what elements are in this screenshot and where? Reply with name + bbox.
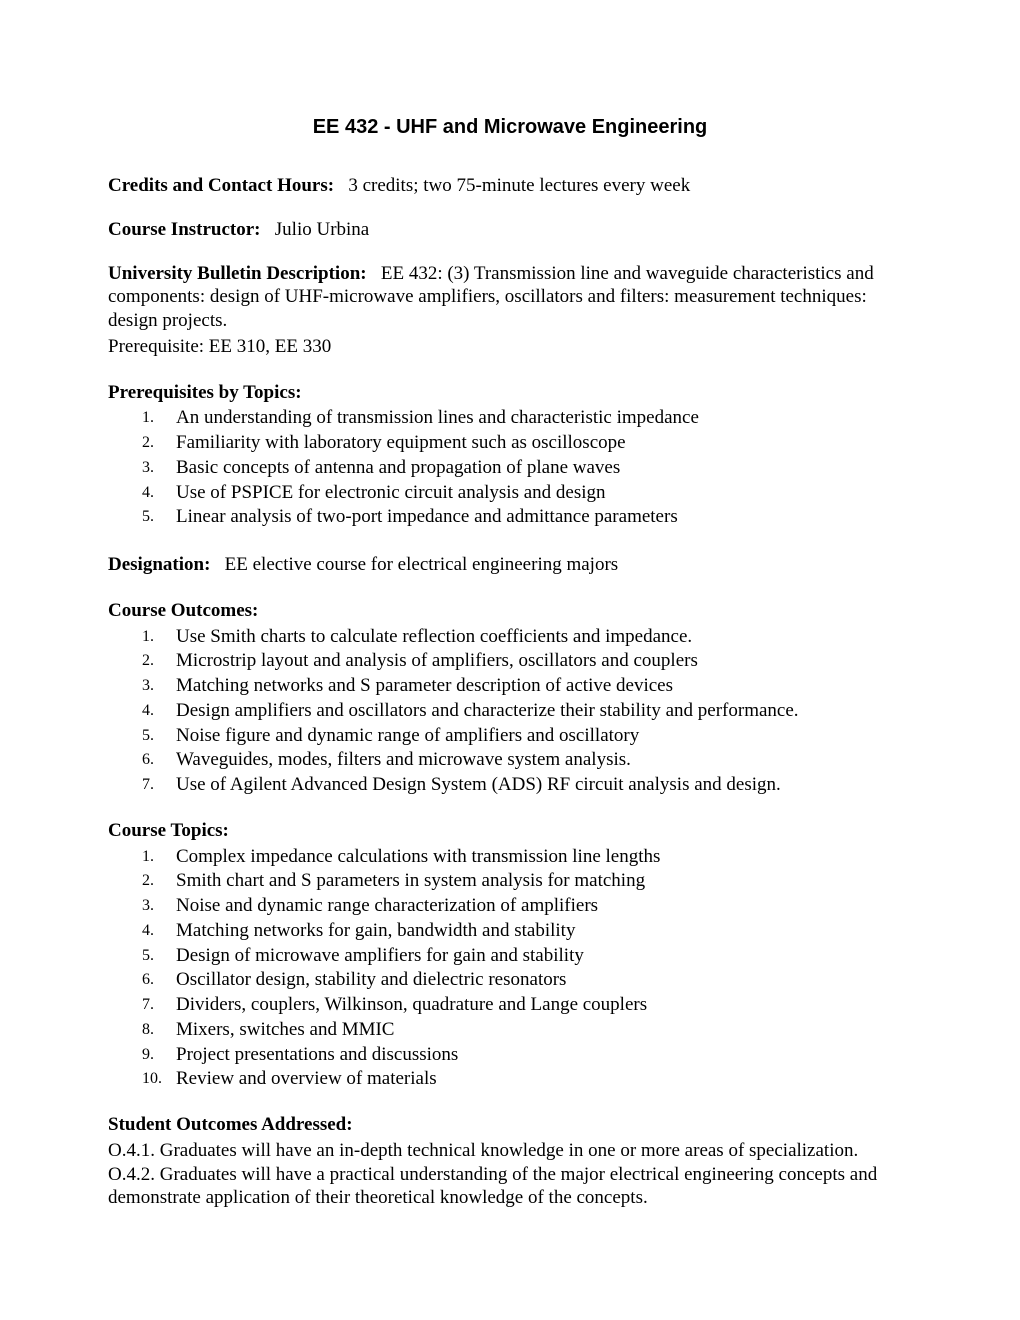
course-outcomes-list: Use Smith charts to calculate reflection… [108, 625, 912, 797]
list-item: Review and overview of materials [176, 1067, 912, 1091]
list-item: Familiarity with laboratory equipment su… [176, 431, 912, 455]
bulletin-prerequisite: Prerequisite: EE 310, EE 330 [108, 335, 912, 359]
list-item: Linear analysis of two-port impedance an… [176, 505, 912, 529]
list-item: Complex impedance calculations with tran… [176, 845, 912, 869]
bulletin-label: University Bulletin Description: [108, 263, 367, 284]
student-outcome-line: O.4.1. Graduates will have an in-depth t… [108, 1139, 912, 1163]
list-item: Design of microwave amplifiers for gain … [176, 944, 912, 968]
list-item: Use of Agilent Advanced Design System (A… [176, 773, 912, 797]
designation-line: Designation: EE elective course for elec… [108, 553, 912, 577]
instructor-value: Julio Urbina [275, 219, 369, 240]
list-item: Noise figure and dynamic range of amplif… [176, 724, 912, 748]
instructor-line: Course Instructor: Julio Urbina [108, 218, 912, 242]
credits-value: 3 credits; two 75-minute lectures every … [348, 175, 690, 196]
list-item: Matching networks and S parameter descri… [176, 674, 912, 698]
prereq-topics-list: An understanding of transmission lines a… [108, 406, 912, 529]
list-item: Dividers, couplers, Wilkinson, quadratur… [176, 993, 912, 1017]
list-item: Project presentations and discussions [176, 1043, 912, 1067]
course-topics-heading: Course Topics: [108, 819, 912, 843]
designation-value: EE elective course for electrical engine… [225, 554, 619, 575]
list-item: Basic concepts of antenna and propagatio… [176, 456, 912, 480]
list-item: Oscillator design, stability and dielect… [176, 968, 912, 992]
list-item: An understanding of transmission lines a… [176, 406, 912, 430]
bulletin-block: University Bulletin Description: EE 432:… [108, 262, 912, 333]
list-item: Mixers, switches and MMIC [176, 1018, 912, 1042]
document-page: EE 432 - UHF and Microwave Engineering C… [0, 0, 1020, 1320]
list-item: Smith chart and S parameters in system a… [176, 869, 912, 893]
list-item: Matching networks for gain, bandwidth an… [176, 919, 912, 943]
list-item: Use Smith charts to calculate reflection… [176, 625, 912, 649]
student-outcome-line: O.4.2. Graduates will have a practical u… [108, 1163, 912, 1211]
credits-line: Credits and Contact Hours: 3 credits; tw… [108, 174, 912, 198]
list-item: Waveguides, modes, filters and microwave… [176, 748, 912, 772]
list-item: Noise and dynamic range characterization… [176, 894, 912, 918]
student-outcomes-heading: Student Outcomes Addressed: [108, 1113, 912, 1137]
list-item: Microstrip layout and analysis of amplif… [176, 649, 912, 673]
list-item: Design amplifiers and oscillators and ch… [176, 699, 912, 723]
course-topics-list: Complex impedance calculations with tran… [108, 845, 912, 1092]
instructor-label: Course Instructor: [108, 219, 261, 240]
list-item: Use of PSPICE for electronic circuit ana… [176, 481, 912, 505]
prereq-topics-heading: Prerequisites by Topics: [108, 381, 912, 405]
course-outcomes-heading: Course Outcomes: [108, 599, 912, 623]
designation-label: Designation: [108, 554, 210, 575]
page-title: EE 432 - UHF and Microwave Engineering [108, 115, 912, 140]
credits-label: Credits and Contact Hours: [108, 175, 334, 196]
